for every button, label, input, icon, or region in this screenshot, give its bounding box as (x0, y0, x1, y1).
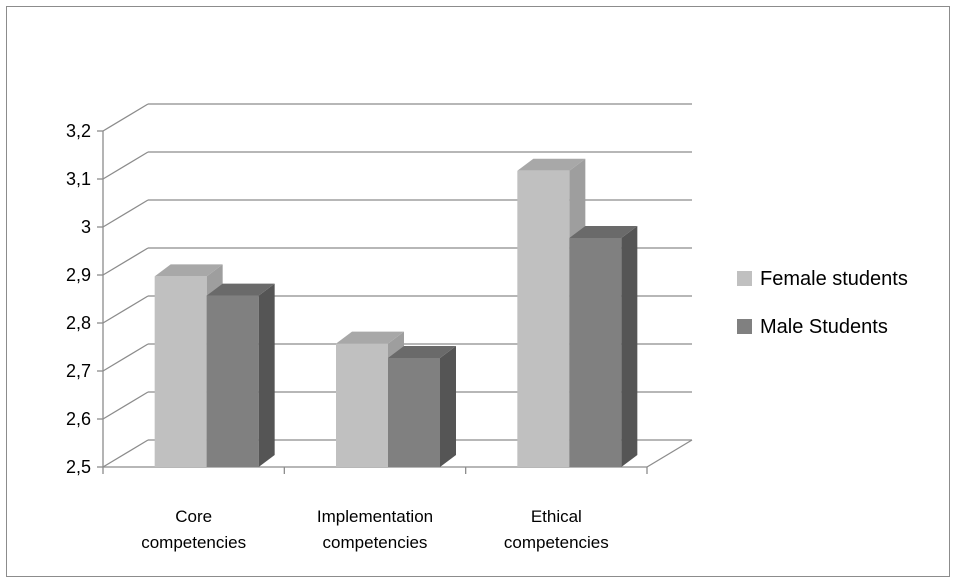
y-tick-label: 3 (81, 217, 91, 237)
legend-item: Female students (737, 268, 908, 290)
x-category-label: Ethical (531, 507, 582, 526)
bar-top (569, 226, 638, 238)
y-tick-label: 2,7 (66, 361, 91, 381)
x-category-labels: Core competencies Implementation competenci… (141, 507, 609, 552)
gridline-wall (102, 391, 149, 420)
legend-label: Male Students (760, 316, 888, 338)
x-category-label: competencies (141, 533, 246, 552)
gridline-wall (102, 343, 149, 372)
y-tick-label: 2,5 (66, 457, 91, 477)
gridline-wall (102, 247, 149, 276)
bar-front (206, 295, 259, 467)
y-tick-label: 2,6 (66, 409, 91, 429)
chart-svg: 2,5 2,6 2,7 2,8 2,9 3 3,1 3,2 Core competencies I… (66, 103, 908, 552)
x-category-label: Core (175, 507, 212, 526)
floor-edge (646, 439, 693, 468)
x-category-label: competencies (323, 533, 428, 552)
gridline-wall (102, 295, 149, 324)
bar-top (206, 283, 275, 296)
legend-item: Male Students (737, 316, 888, 338)
bars (154, 158, 638, 468)
bar-side (258, 283, 275, 467)
y-tick-label: 2,9 (66, 265, 91, 285)
bar-front (517, 170, 570, 468)
y-tick-label: 3,2 (66, 121, 91, 141)
bar-top (154, 264, 223, 277)
gridline-wall (102, 199, 149, 228)
gridline-wall (102, 151, 149, 180)
bar-front (388, 358, 440, 467)
bar-front (336, 343, 388, 467)
legend: Female students Male Students (737, 268, 908, 338)
legend-label: Female students (760, 268, 908, 290)
bar-side (621, 226, 638, 467)
bar-male-2 (569, 226, 638, 467)
bar-side (440, 346, 456, 467)
x-category-label: Implementation (317, 507, 433, 526)
legend-swatch (737, 319, 752, 334)
x-category-label: competencies (504, 533, 609, 552)
bar-male-1 (388, 346, 456, 467)
chart-frame: 2,5 2,6 2,7 2,8 2,9 3 3,1 3,2 Core competencies I… (6, 6, 950, 577)
bar-top (517, 158, 586, 171)
gridline-wall (102, 439, 149, 468)
bar-front (154, 276, 207, 467)
bar-top (388, 346, 456, 358)
bar-male-0 (206, 283, 275, 467)
y-tick-label: 2,8 (66, 313, 91, 333)
bar-front (569, 238, 622, 467)
gridline-wall (102, 103, 149, 132)
legend-swatch (737, 271, 752, 286)
y-tick-labels: 2,5 2,6 2,7 2,8 2,9 3 3,1 3,2 (66, 121, 91, 477)
bar-top (336, 331, 404, 344)
y-tick-label: 3,1 (66, 169, 91, 189)
